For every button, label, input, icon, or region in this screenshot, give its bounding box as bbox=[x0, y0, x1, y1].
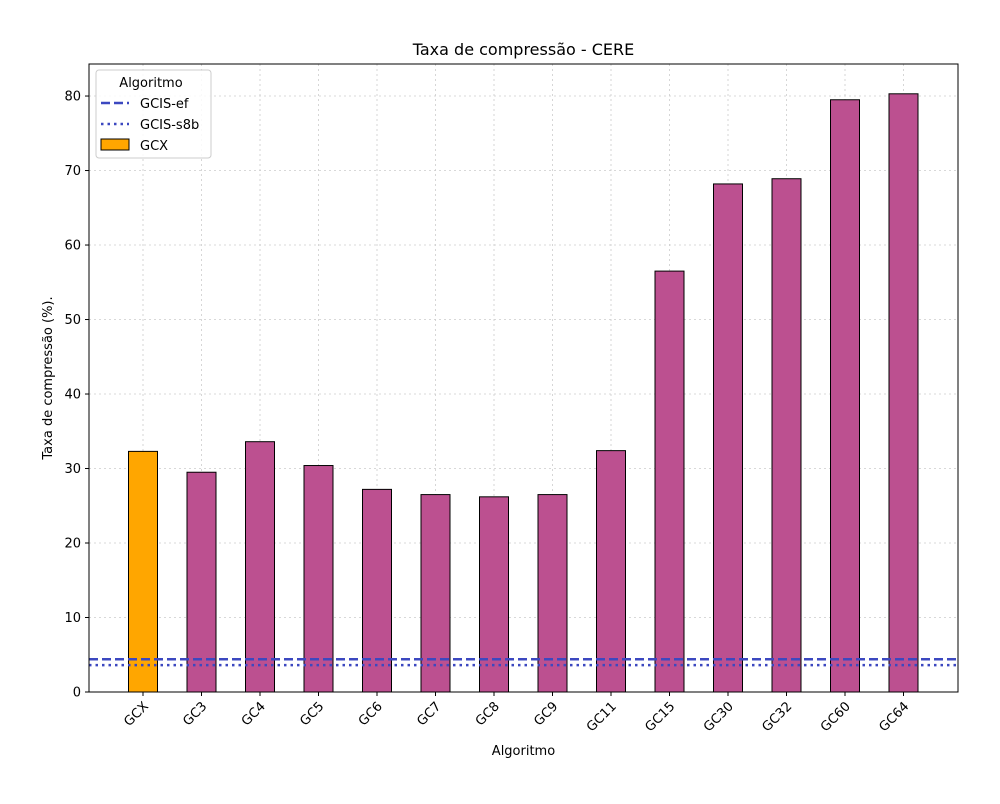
bar-gc9 bbox=[537, 494, 568, 693]
bar-gc7 bbox=[420, 494, 451, 693]
y-axis-label: Taxa de compressão (%). bbox=[41, 296, 56, 460]
y-tick-label: 40 bbox=[64, 388, 81, 403]
y-tick-label: 70 bbox=[64, 164, 81, 179]
x-axis-label: Algoritmo bbox=[492, 744, 555, 759]
x-tick-label: GC4 bbox=[239, 699, 269, 729]
y-tick-label: 30 bbox=[64, 462, 81, 477]
bar-gc8 bbox=[479, 496, 509, 693]
x-tick-label: GC30 bbox=[701, 699, 737, 735]
x-tick-label: GC15 bbox=[642, 699, 678, 735]
y-axis: 0 10 20 30 40 50 60 70 80 bbox=[64, 90, 89, 701]
legend-label-gcx: GCX bbox=[140, 139, 168, 154]
bar-gc11 bbox=[596, 450, 626, 693]
x-tick-label: GC3 bbox=[180, 699, 210, 729]
legend-swatch-gcx bbox=[100, 138, 130, 151]
y-tick-label: 60 bbox=[64, 239, 81, 254]
reference-lines bbox=[89, 657, 958, 667]
x-tick-label: GC6 bbox=[356, 699, 386, 729]
x-tick-label: GC9 bbox=[531, 699, 561, 729]
bar-gc15 bbox=[654, 270, 685, 693]
bar-gc5 bbox=[303, 465, 334, 693]
bars bbox=[128, 93, 919, 693]
bar-gc64 bbox=[888, 93, 919, 693]
legend: Algoritmo GCIS-ef GCIS-s8b GCX bbox=[95, 69, 212, 159]
legend-box bbox=[95, 69, 212, 159]
x-tick-label: GCX bbox=[121, 699, 152, 730]
x-tick-label: GC5 bbox=[297, 699, 327, 729]
legend-title: Algoritmo bbox=[119, 76, 182, 91]
bar-gcx bbox=[128, 450, 158, 693]
y-tick-label: 0 bbox=[73, 686, 81, 701]
bar-gc32 bbox=[771, 178, 802, 693]
y-tick-label: 10 bbox=[64, 611, 81, 626]
bar-gc3 bbox=[186, 471, 217, 693]
x-axis: GCX GC3 GC4 GC5 GC6 GC7 GC8 GC9 GC11 GC15 GC30 GC32… bbox=[121, 692, 912, 735]
legend-label-gcis-ef: GCIS-ef bbox=[140, 97, 189, 112]
chart-title: Taxa de compressão - CERE bbox=[412, 40, 635, 59]
x-tick-label: GC11 bbox=[584, 699, 620, 735]
grid bbox=[89, 64, 958, 693]
x-tick-label: GC64 bbox=[876, 699, 912, 735]
y-tick-label: 50 bbox=[64, 313, 81, 328]
y-tick-label: 20 bbox=[64, 537, 81, 552]
plot-frame bbox=[88, 63, 959, 693]
x-tick-label: GC8 bbox=[473, 699, 503, 729]
x-tick-label: GC7 bbox=[414, 699, 444, 729]
x-tick-label: GC60 bbox=[818, 699, 854, 735]
bar-gc30 bbox=[713, 183, 743, 693]
bar-gc60 bbox=[830, 99, 860, 693]
x-tick-label: GC32 bbox=[759, 699, 795, 735]
y-tick-label: 80 bbox=[64, 90, 81, 105]
bar-gc4 bbox=[245, 441, 275, 693]
legend-label-gcis-s8b: GCIS-s8b bbox=[140, 118, 199, 133]
bar-gc6 bbox=[362, 488, 392, 693]
